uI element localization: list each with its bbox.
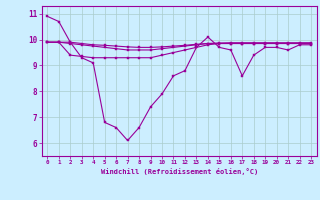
- X-axis label: Windchill (Refroidissement éolien,°C): Windchill (Refroidissement éolien,°C): [100, 168, 258, 175]
